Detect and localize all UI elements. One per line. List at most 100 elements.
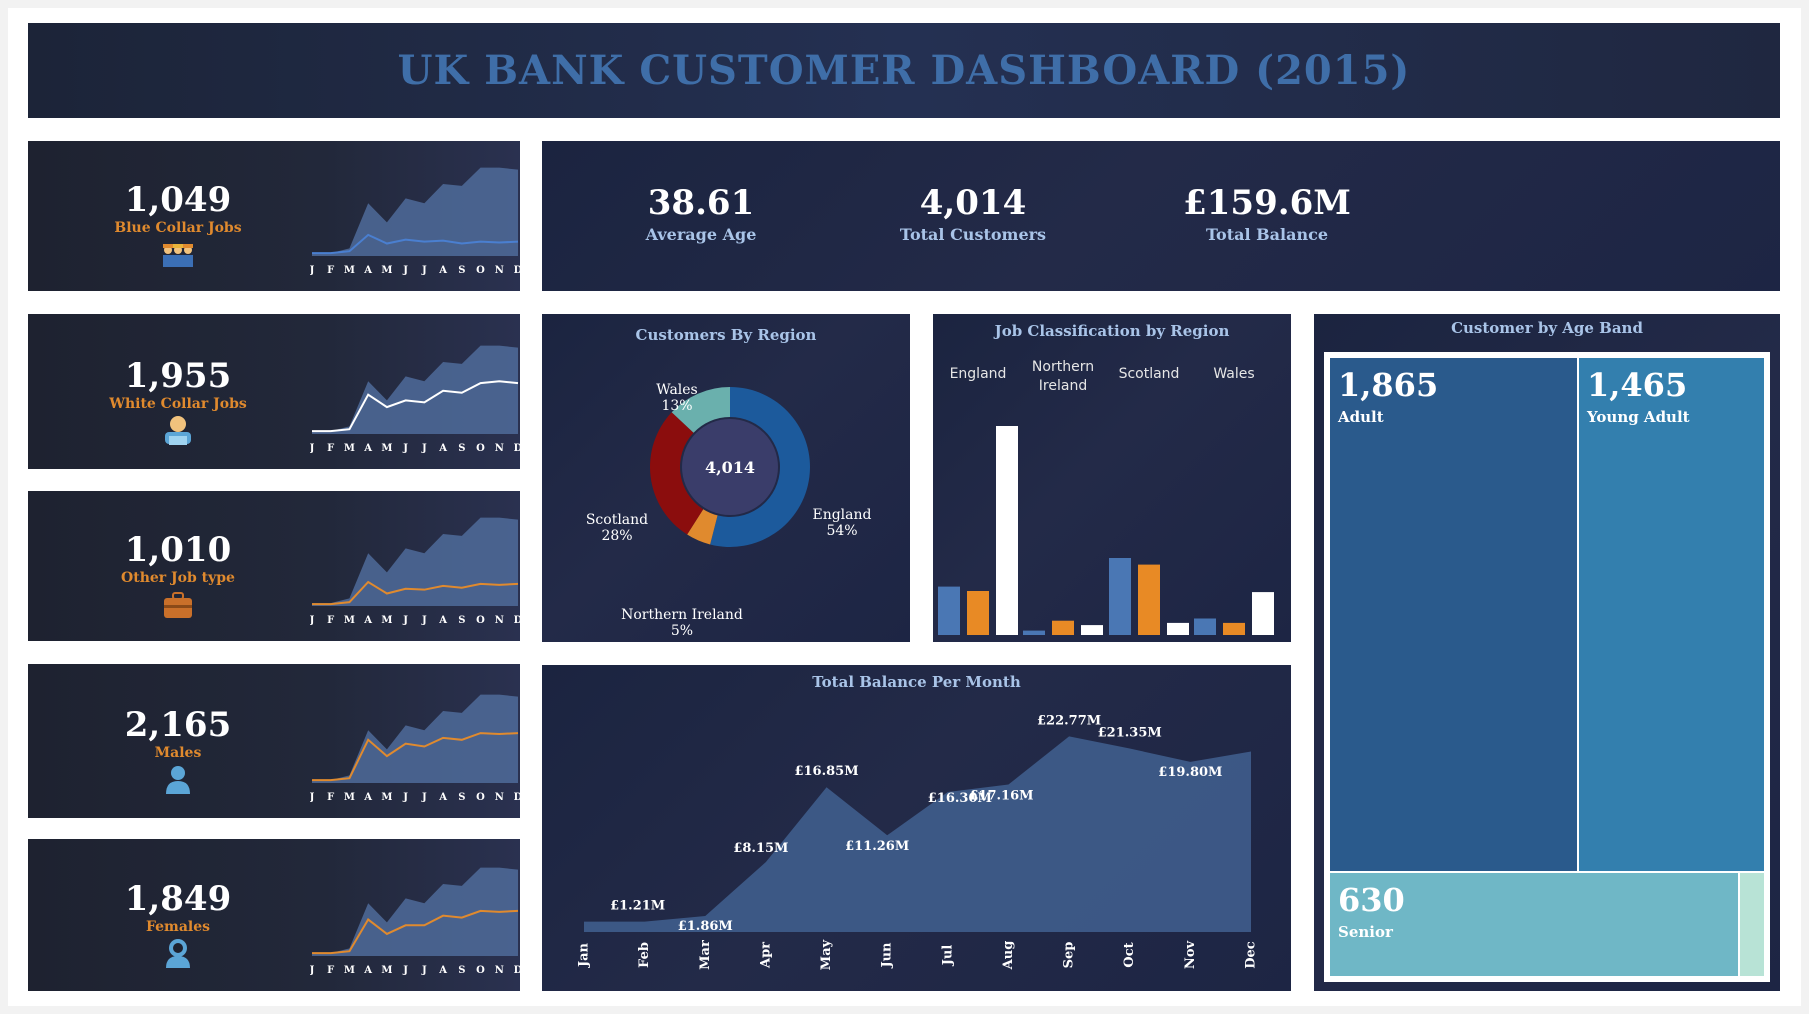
category-label: Wales bbox=[1213, 366, 1254, 382]
top-kpi-label: Average Age bbox=[645, 225, 757, 244]
top-kpi-label: Total Balance bbox=[1205, 225, 1329, 244]
balance-data-label: £17.16M bbox=[969, 789, 1033, 804]
balance-data-label: £1.21M bbox=[610, 899, 665, 914]
month-axis-label: May bbox=[819, 939, 834, 970]
sparkline-month-label: F bbox=[327, 615, 334, 626]
bar bbox=[1252, 592, 1274, 635]
sparkline-month-label: J bbox=[402, 965, 408, 976]
kpi-label: White Collar Jobs bbox=[109, 395, 247, 412]
sparkline-month-label: A bbox=[363, 265, 372, 276]
month-axis-label: Jul bbox=[940, 945, 955, 967]
top-kpi-label: Total Customers bbox=[899, 225, 1047, 244]
sparkline-month-label: N bbox=[495, 443, 504, 454]
bar bbox=[1223, 622, 1245, 635]
treemap-label: Senior bbox=[1338, 923, 1393, 941]
sparkline-month-label: M bbox=[381, 792, 392, 803]
balance-data-label: £1.86M bbox=[678, 919, 733, 934]
treemap-label: Young Adult bbox=[1587, 408, 1690, 426]
age-treemap: 1,865 Adult 1,465 Young Adult 630 Senior bbox=[1324, 352, 1770, 982]
sparkline-month-label: A bbox=[438, 615, 447, 626]
sparkline-month-label: M bbox=[381, 443, 392, 454]
sparkline-series bbox=[312, 580, 519, 606]
bar bbox=[967, 591, 989, 635]
sparkline-month-label: D bbox=[514, 792, 520, 803]
kpi-value: 1,955 bbox=[124, 355, 232, 396]
sparkline-series bbox=[312, 732, 519, 782]
sparkline-month-label: A bbox=[363, 443, 372, 454]
balance-area bbox=[584, 736, 1251, 932]
sparkline-month-label: A bbox=[363, 615, 372, 626]
bar bbox=[1109, 558, 1131, 635]
region-chart-title: Customers By Region bbox=[635, 326, 817, 344]
sparkline-month-label: M bbox=[344, 965, 355, 976]
sparkline-month-label: F bbox=[327, 443, 334, 454]
sparkline-month-label: J bbox=[310, 265, 315, 276]
sparkline-month-label: O bbox=[476, 615, 485, 626]
kpi-value: 1,849 bbox=[124, 879, 232, 919]
donut-data-label: England 54% bbox=[812, 507, 871, 539]
sparkline-month-label: A bbox=[363, 792, 372, 803]
bar bbox=[996, 426, 1018, 635]
region-donut-panel: Customers By Region 4,014 England 54% North… bbox=[542, 314, 910, 642]
month-axis-label: Aug bbox=[1001, 941, 1016, 971]
month-axis-label: Sep bbox=[1062, 942, 1077, 969]
sparkline-month-label: J bbox=[310, 965, 315, 976]
top-kpi-value: 38.61 bbox=[647, 183, 755, 223]
dashboard-header: UK BANK CUSTOMER DASHBOARD (2015) bbox=[28, 23, 1780, 118]
sparkline-month-label: J bbox=[421, 965, 427, 976]
sparkline-month-label: J bbox=[421, 265, 427, 276]
balance-data-label: £11.26M bbox=[845, 839, 909, 854]
balance-area-chart: £1.21M£1.86M£8.15M£16.85M£11.26M£16.30M£… bbox=[577, 713, 1259, 971]
bar bbox=[1081, 625, 1103, 635]
month-axis-label: Dec bbox=[1244, 941, 1259, 969]
sparkline-month-label: N bbox=[495, 615, 504, 626]
category-label: Scotland bbox=[1119, 366, 1180, 382]
month-axis-label: Feb bbox=[637, 942, 652, 968]
dashboard-title: UK BANK CUSTOMER DASHBOARD (2015) bbox=[397, 47, 1411, 94]
bar bbox=[938, 586, 960, 635]
donut-slice-wales bbox=[671, 387, 730, 433]
sparkline-month-label: J bbox=[310, 443, 315, 454]
kpi-value: 2,165 bbox=[124, 705, 232, 745]
category-label: England bbox=[950, 366, 1007, 382]
sparkline-month-label: N bbox=[495, 265, 504, 276]
sparkline-month-label: J bbox=[421, 615, 427, 626]
month-axis-label: Jun bbox=[880, 942, 895, 969]
sparkline-month-label: J bbox=[310, 792, 315, 803]
top-kpi-value: 4,014 bbox=[919, 183, 1027, 223]
sparkline-area bbox=[312, 517, 518, 606]
sparkline-month-label: A bbox=[438, 443, 447, 454]
month-axis-label: Apr bbox=[758, 942, 773, 969]
sparkline-month-label: M bbox=[344, 615, 355, 626]
month-axis-label: Jan bbox=[577, 942, 592, 968]
sparkline-month-label: D bbox=[514, 265, 520, 276]
sparkline-month-label: A bbox=[438, 265, 447, 276]
donut-center bbox=[682, 419, 778, 515]
sparkline-month-label: A bbox=[438, 965, 447, 976]
sparkline-month-label: S bbox=[458, 615, 465, 626]
kpi-label: Other Job type bbox=[121, 570, 235, 586]
sparkline-month-label: S bbox=[458, 965, 465, 976]
sparkline-month-label: J bbox=[421, 792, 427, 803]
sparkline-month-label: N bbox=[495, 965, 504, 976]
sparkline-month-label: S bbox=[458, 265, 465, 276]
sparkline-month-label: M bbox=[381, 965, 392, 976]
top-kpi-value: £159.6M bbox=[1183, 183, 1351, 223]
sparkline-area bbox=[312, 694, 518, 783]
sparkline-month-label: A bbox=[363, 965, 372, 976]
kpi-card: 1,955 White Collar Jobs J F M A M J J A S O N D bbox=[28, 314, 520, 469]
job-region-panel: Job Classification by Region England Nort… bbox=[933, 314, 1291, 642]
briefcase-icon bbox=[164, 592, 192, 618]
job-chart-title: Job Classification by Region bbox=[994, 322, 1230, 340]
kpi-value: 1,049 bbox=[124, 180, 232, 220]
balance-data-label: £16.30M bbox=[928, 791, 992, 806]
category-label: Northern Ireland bbox=[1032, 359, 1094, 394]
sparkline-series bbox=[312, 380, 519, 433]
kpi-label: Blue Collar Jobs bbox=[114, 220, 242, 236]
sparkline-month-label: D bbox=[514, 615, 520, 626]
sparkline-month-label: S bbox=[458, 443, 465, 454]
